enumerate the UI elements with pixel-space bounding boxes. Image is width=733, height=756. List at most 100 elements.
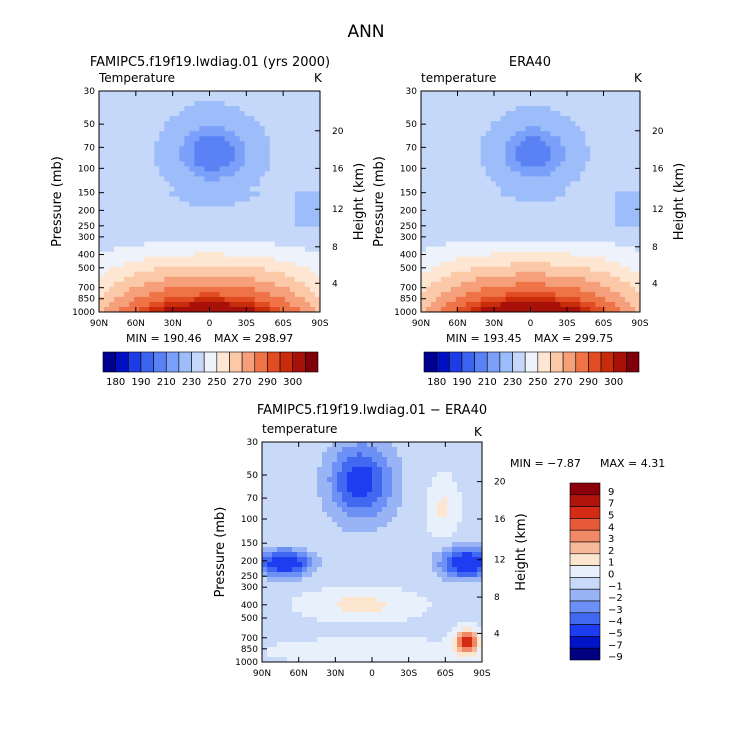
contour-cell: [422, 452, 428, 458]
contour-cell: [309, 221, 316, 228]
contour-cell: [367, 537, 373, 543]
contour-cell: [515, 256, 521, 263]
contour-cell: [309, 161, 316, 167]
contour-cell: [269, 121, 276, 127]
contour-cell: [457, 447, 463, 453]
contour-cell: [615, 261, 621, 268]
contour-cell: [485, 221, 492, 228]
contour-cell: [427, 467, 433, 473]
contour-cell: [189, 241, 195, 248]
contour-cell: [189, 236, 195, 243]
contour-cell: [144, 181, 150, 187]
contour-cell: [452, 462, 458, 468]
contour-cell: [134, 146, 140, 152]
contour-cell: [179, 256, 185, 263]
contour-cell: [154, 261, 160, 268]
contour-cell: [600, 181, 606, 187]
contour-cell: [234, 151, 241, 157]
contour-cell: [159, 286, 165, 293]
contour-cell: [184, 101, 190, 107]
contour-cell: [129, 176, 135, 182]
contour-cell: [99, 141, 105, 147]
contour-cell: [530, 151, 536, 157]
contour-cell: [545, 176, 551, 182]
contour-cell: [129, 166, 135, 172]
contour-cell: [209, 281, 215, 288]
contour-cell: [505, 216, 511, 222]
contour-cell: [455, 266, 462, 273]
contour-cell: [134, 206, 140, 212]
contour-cell: [470, 196, 477, 202]
contour-cell: [189, 106, 195, 112]
contour-cell: [312, 502, 318, 508]
contour-cell: [565, 161, 571, 167]
contour-cell: [402, 472, 408, 478]
contour-cell: [445, 196, 452, 202]
contour-cell: [510, 151, 516, 157]
contour-cell: [372, 502, 378, 508]
contour-cell: [417, 502, 423, 508]
contour-cell: [520, 276, 526, 283]
contour-cell: [480, 181, 487, 187]
contour-cell: [540, 251, 546, 258]
colorbar-label: 190: [131, 377, 150, 388]
contour-cell: [417, 517, 423, 523]
contour-cell: [435, 256, 442, 263]
contour-cell: [635, 221, 641, 228]
contour-cell: [194, 281, 200, 288]
contour-cell: [382, 442, 388, 448]
contour-cell: [615, 306, 621, 313]
contour-cell: [440, 266, 447, 273]
contour-cell: [460, 131, 467, 137]
contour-cell: [570, 151, 576, 157]
contour-cell: [239, 146, 246, 152]
contour-cell: [244, 191, 251, 197]
contour-cell: [480, 271, 487, 278]
contour-cell: [337, 507, 343, 513]
contour-cell: [367, 482, 373, 488]
contour-cell: [450, 201, 457, 207]
contour-cell: [312, 457, 318, 463]
contour-cell: [610, 91, 616, 97]
contour-cell: [299, 156, 306, 162]
colorbar-swatch: [191, 351, 205, 373]
contour-cell: [460, 156, 467, 162]
contour-cell: [605, 206, 611, 212]
contour-cell: [630, 196, 636, 202]
contour-cell: [269, 101, 276, 107]
contour-cell: [292, 447, 298, 453]
contour-cell: [104, 241, 110, 248]
contour-cell: [194, 231, 200, 238]
contour-cell: [209, 296, 215, 303]
contour-cell: [289, 291, 296, 298]
contour-cell: [392, 457, 398, 463]
contour-cell: [610, 306, 616, 313]
contour-cell: [279, 286, 286, 293]
contour-cell: [421, 241, 427, 248]
contour-cell: [159, 156, 165, 162]
contour-cell: [312, 547, 318, 553]
contour-cell: [595, 281, 601, 288]
panel-model-units: K: [314, 71, 323, 85]
contour-cell: [279, 176, 286, 182]
contour-cell: [620, 201, 626, 207]
contour-cell: [267, 462, 273, 468]
height-axis-label: Height (km): [352, 163, 367, 240]
contour-cell: [134, 211, 140, 217]
contour-cell: [600, 116, 606, 122]
contour-cell: [297, 447, 303, 453]
contour-cell: [254, 156, 261, 162]
contour-cell: [510, 91, 516, 97]
contour-cell: [560, 291, 566, 298]
contour-cell: [635, 306, 641, 313]
contour-cell: [264, 221, 271, 228]
contour-cell: [595, 136, 601, 142]
contour-cell: [570, 111, 576, 117]
contour-cell: [294, 156, 301, 162]
contour-cell: [254, 261, 261, 268]
contour-cell: [129, 216, 135, 222]
contour-cell: [595, 261, 601, 268]
contour-cell: [209, 106, 215, 112]
contour-cell: [510, 261, 516, 268]
contour-cell: [294, 291, 301, 298]
